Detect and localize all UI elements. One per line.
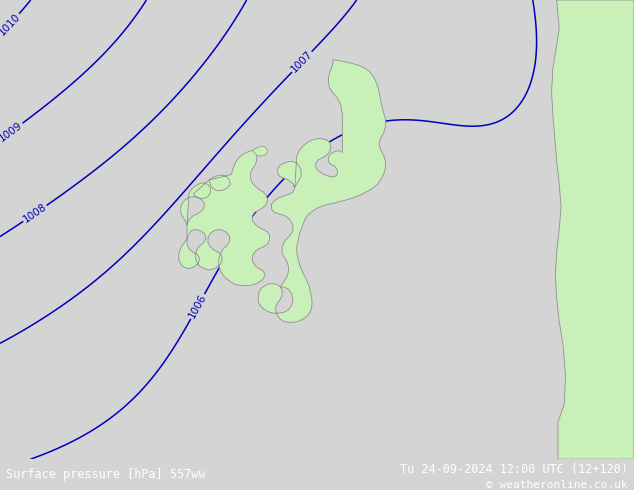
Text: Tu 24-09-2024 12:00 UTC (12+120): Tu 24-09-2024 12:00 UTC (12+120) [399, 464, 628, 476]
Polygon shape [552, 0, 634, 459]
Polygon shape [258, 60, 385, 322]
Text: 1007: 1007 [289, 49, 314, 75]
Polygon shape [179, 150, 269, 286]
Text: 1008: 1008 [22, 202, 49, 225]
Text: 1009: 1009 [0, 120, 25, 144]
Text: 1010: 1010 [0, 11, 22, 37]
Text: © weatheronline.co.uk: © weatheronline.co.uk [486, 480, 628, 490]
Text: Surface pressure [hPa] 557ww: Surface pressure [hPa] 557ww [6, 468, 206, 481]
Polygon shape [252, 146, 268, 156]
Text: 1006: 1006 [187, 293, 209, 320]
